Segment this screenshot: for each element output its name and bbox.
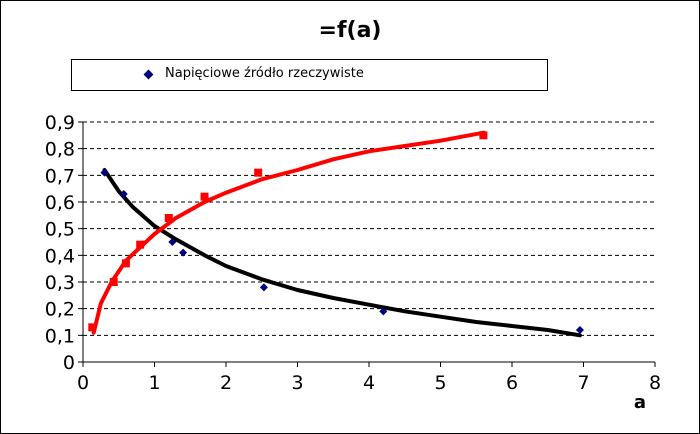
- y-tick-label: 0,7: [45, 165, 75, 187]
- data-point-diamond: [179, 248, 188, 257]
- trendline-series-1: [102, 168, 582, 338]
- legend-label: Napięciowe źródło rzeczywiste: [165, 66, 364, 81]
- data-point-diamond: [575, 326, 584, 334]
- x-tick-label: 2: [220, 372, 232, 394]
- data-point-diamond: [168, 238, 177, 246]
- data-point-square: [200, 192, 209, 201]
- data-point-square: [479, 131, 488, 140]
- x-tick-label: 6: [506, 372, 518, 394]
- x-tick-label: 0: [77, 372, 89, 394]
- y-tick-label: 0: [63, 352, 75, 374]
- data-point-square: [254, 168, 263, 177]
- x-tick-label: 3: [291, 372, 303, 394]
- data-point-diamond: [100, 168, 109, 177]
- y-tick-label: 0,4: [45, 245, 75, 267]
- data-point-square: [109, 278, 118, 286]
- y-tick-label: 0,1: [45, 325, 75, 347]
- x-tick-label: 4: [363, 372, 375, 394]
- data-point-square: [88, 323, 97, 332]
- y-tick-label: 0,2: [45, 299, 75, 321]
- data-point-diamond: [379, 307, 388, 316]
- y-tick-label: 0,8: [45, 139, 75, 161]
- legend: Napięciowe źródło rzeczywiste: [71, 59, 548, 91]
- y-tick-label: 0,5: [45, 219, 75, 241]
- data-point-diamond: [259, 283, 268, 292]
- data-point-diamond: [119, 190, 128, 198]
- y-tick-label: 0,6: [45, 192, 75, 214]
- x-tick-label: 8: [649, 372, 661, 394]
- data-point-square: [136, 240, 145, 249]
- x-tick-label: 1: [148, 372, 160, 394]
- x-tick-label: 5: [434, 372, 446, 394]
- y-tick-label: 0,9: [45, 112, 75, 134]
- x-tick-label: 7: [577, 372, 589, 394]
- data-point-square: [164, 214, 173, 222]
- x-axis-title: a: [634, 392, 646, 413]
- y-tick-label: 0,3: [45, 272, 75, 294]
- data-point-square: [121, 259, 130, 268]
- chart-title: =f(a): [318, 18, 382, 43]
- trendline-series-2: [91, 130, 486, 335]
